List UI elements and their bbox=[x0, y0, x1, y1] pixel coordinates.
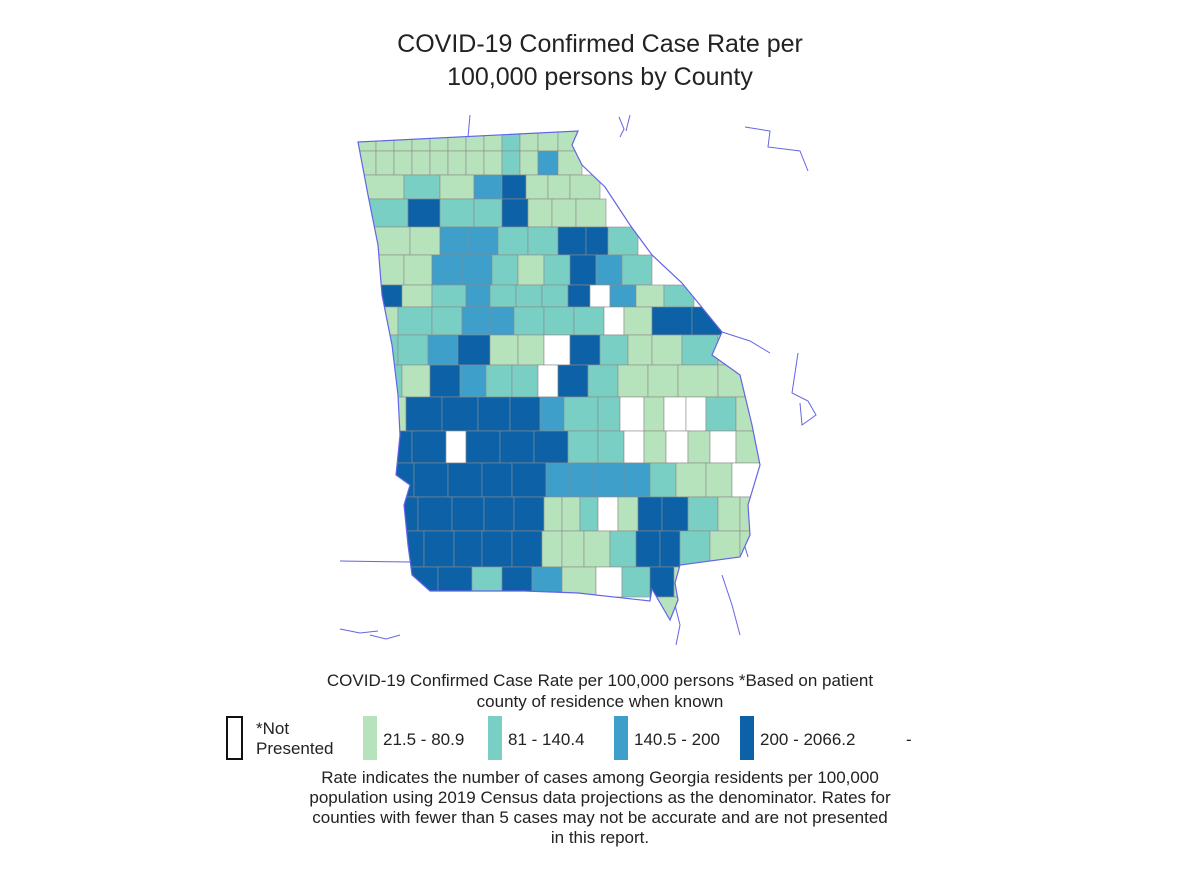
state-border-lines bbox=[339, 114, 817, 646]
legend-title: COVID-19 Confirmed Case Rate per 100,000… bbox=[210, 670, 990, 712]
legend: *Not Presented 21.5 - 80.9 81 - 140.4 14… bbox=[226, 714, 986, 764]
legend-swatch-1 bbox=[363, 716, 377, 760]
rate-note-line-4: in this report. bbox=[550, 828, 650, 847]
rate-note-line-3: counties with fewer than 5 cases may not… bbox=[312, 808, 888, 827]
legend-label-2: 81 - 140.4 bbox=[508, 730, 585, 749]
map-title: COVID-19 Confirmed Case Rate per 100,000… bbox=[300, 28, 900, 94]
map-title-line-1: COVID-19 Confirmed Case Rate per bbox=[397, 30, 803, 58]
legend-label-not-presented: *Not Presented bbox=[256, 719, 356, 759]
legend-title-line-2: county of residence when known bbox=[476, 692, 724, 711]
rate-note-line-1: Rate indicates the number of cases among… bbox=[321, 768, 879, 787]
legend-title-line-1: COVID-19 Confirmed Case Rate per 100,000… bbox=[326, 671, 874, 690]
legend-trailing-dash: - bbox=[906, 730, 912, 749]
legend-label-not-presented-line-1: *Not bbox=[256, 719, 290, 738]
legend-label-1: 21.5 - 80.9 bbox=[383, 730, 465, 749]
legend-swatch-2 bbox=[488, 716, 502, 760]
rate-note-line-2: population using 2019 Census data projec… bbox=[309, 788, 891, 807]
georgia-state-outline bbox=[357, 130, 761, 622]
legend-label-not-presented-line-2: Presented bbox=[256, 739, 334, 758]
rate-note: Rate indicates the number of cases among… bbox=[210, 768, 990, 848]
legend-swatch-not-presented bbox=[226, 716, 243, 760]
georgia-county-map bbox=[339, 114, 817, 646]
legend-swatch-4 bbox=[740, 716, 754, 760]
map-title-line-2: 100,000 persons by County bbox=[447, 63, 753, 91]
legend-label-3: 140.5 - 200 bbox=[634, 730, 721, 749]
county-tiles bbox=[358, 131, 760, 620]
legend-label-4: 200 - 2066.2 bbox=[760, 730, 856, 749]
legend-swatch-3 bbox=[614, 716, 628, 760]
